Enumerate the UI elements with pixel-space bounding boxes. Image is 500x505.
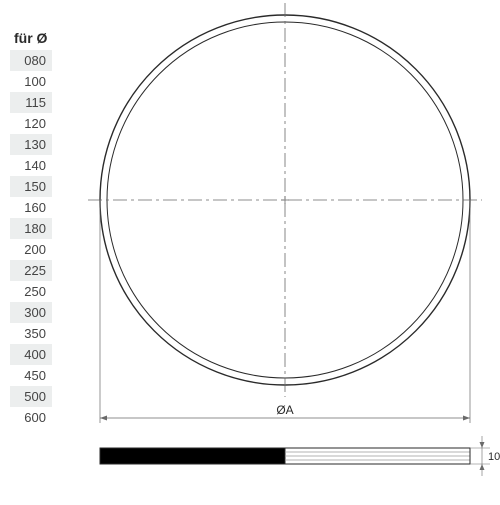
dim-label-10: 10 xyxy=(488,451,500,463)
diameter-size-table: für Ø 0801001151201301401501601802002252… xyxy=(10,28,52,428)
size-row: 140 xyxy=(10,155,52,176)
size-row: 500 xyxy=(10,386,52,407)
size-row: 400 xyxy=(10,344,52,365)
technical-drawing: ØA 10 xyxy=(70,0,500,500)
size-row: 080 xyxy=(10,50,52,71)
size-row: 150 xyxy=(10,176,52,197)
size-row: 250 xyxy=(10,281,52,302)
size-row: 450 xyxy=(10,365,52,386)
size-row: 120 xyxy=(10,113,52,134)
size-row: 350 xyxy=(10,323,52,344)
size-row: 200 xyxy=(10,239,52,260)
size-row: 160 xyxy=(10,197,52,218)
size-row: 600 xyxy=(10,407,52,428)
size-row: 225 xyxy=(10,260,52,281)
size-row: 180 xyxy=(10,218,52,239)
size-row: 300 xyxy=(10,302,52,323)
table-header: für Ø xyxy=(10,28,52,50)
size-row: 130 xyxy=(10,134,52,155)
dim-label-a: ØA xyxy=(276,403,293,417)
size-row: 115 xyxy=(10,92,52,113)
size-row: 100 xyxy=(10,71,52,92)
